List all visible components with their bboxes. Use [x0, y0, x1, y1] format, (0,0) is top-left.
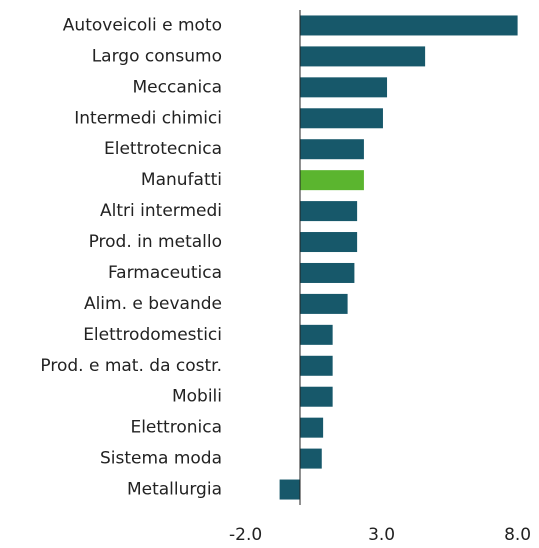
bar — [279, 479, 300, 500]
x-tick-label: 3.0 — [368, 525, 395, 545]
bar — [300, 448, 322, 469]
y-tick-label: Alim. e bevande — [84, 294, 222, 314]
y-tick-label: Intermedi chimici — [74, 108, 222, 128]
bar — [300, 77, 388, 98]
bar — [300, 417, 324, 438]
bar — [300, 386, 333, 407]
y-tick-label: Largo consumo — [92, 46, 222, 66]
y-tick-label: Altri intermedi — [100, 201, 222, 221]
y-tick-label: Prod. e mat. da costr. — [40, 356, 222, 376]
y-tick-label: Elettronica — [130, 418, 222, 438]
bar — [300, 293, 348, 314]
y-tick-label: Manufatti — [141, 170, 222, 190]
y-tick-label: Mobili — [172, 387, 222, 407]
bar — [300, 355, 333, 376]
bar — [300, 232, 358, 253]
x-tick-label: -2.0 — [229, 525, 262, 545]
y-tick-label: Meccanica — [133, 77, 223, 97]
bar — [300, 46, 426, 67]
y-tick-label: Elettrotecnica — [104, 139, 222, 159]
y-tick-label: Prod. in metallo — [89, 232, 222, 252]
y-tick-label: Farmaceutica — [108, 263, 222, 283]
bar — [300, 324, 333, 345]
bar — [300, 170, 364, 191]
y-tick-label: Sistema moda — [100, 449, 222, 469]
bar — [300, 108, 383, 129]
y-tick-label: Autoveicoli e moto — [63, 15, 222, 35]
bar — [300, 139, 364, 160]
bar — [300, 262, 355, 283]
y-tick-label: Metallurgia — [127, 480, 222, 500]
x-tick-label: 8.0 — [504, 525, 531, 545]
y-tick-label: Elettrodomestici — [83, 325, 222, 345]
bar — [300, 15, 518, 36]
bar — [300, 201, 358, 222]
